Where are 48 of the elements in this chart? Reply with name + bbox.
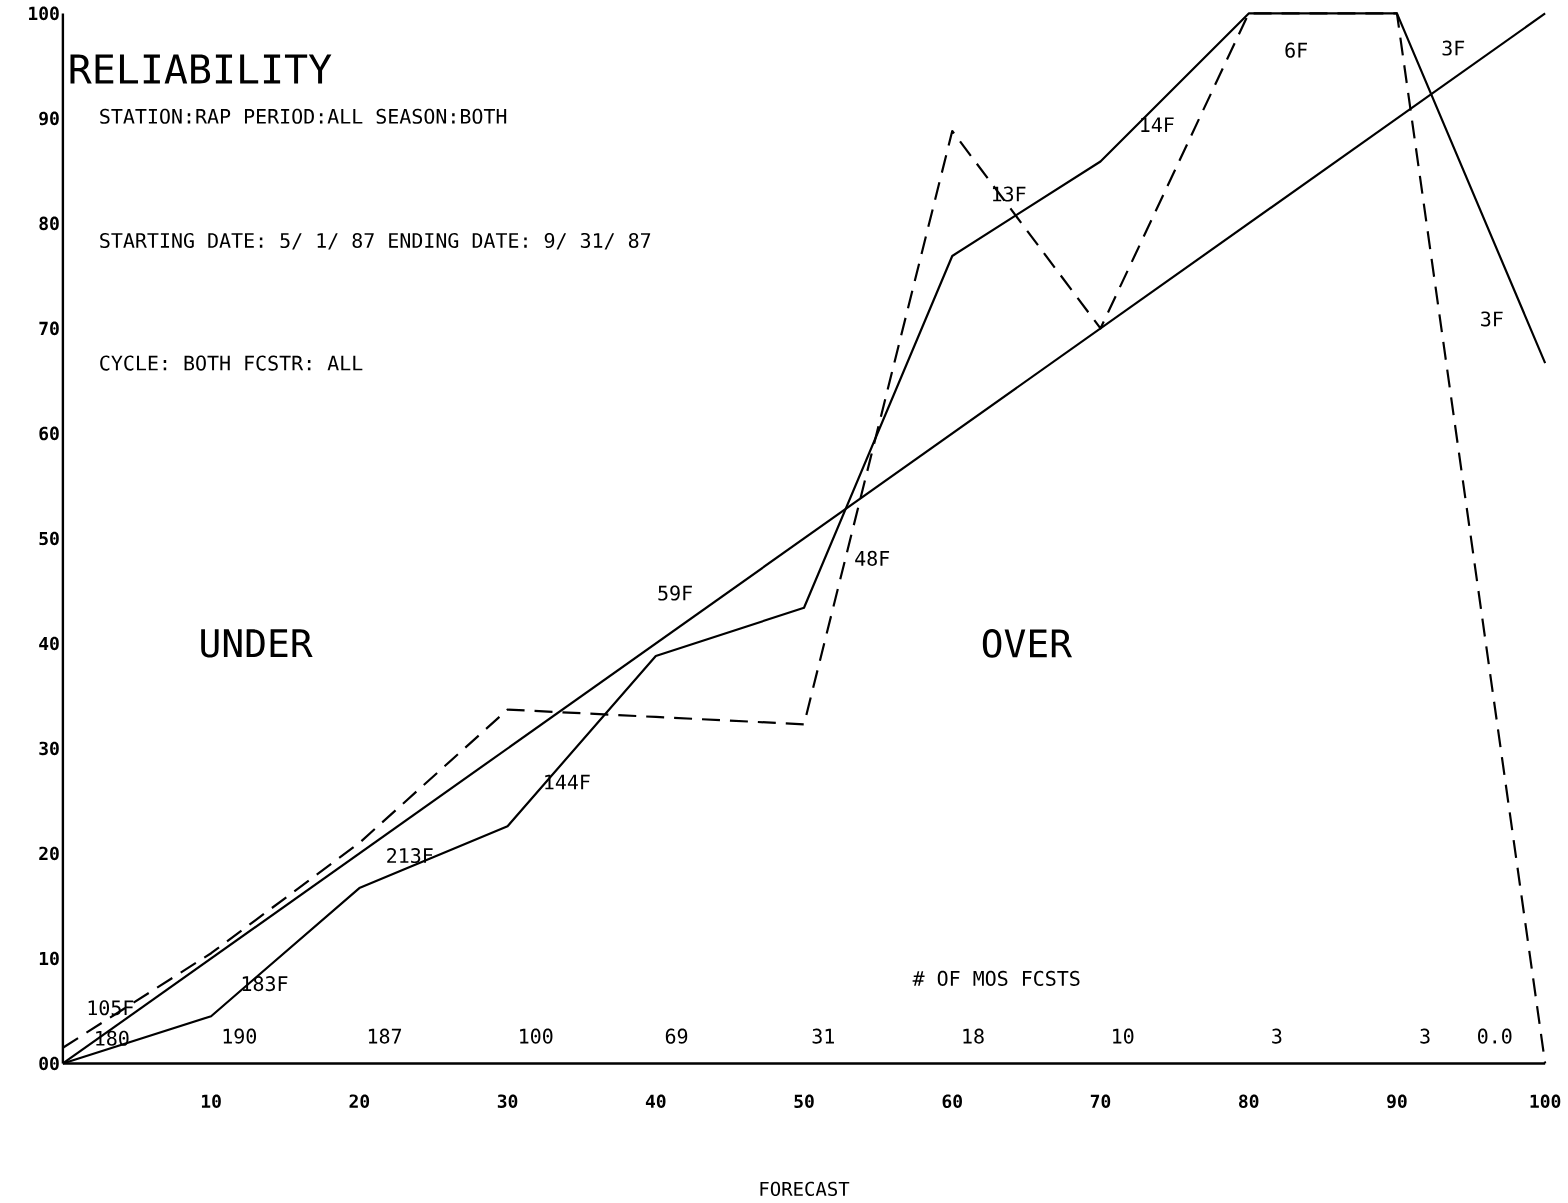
annotation: 69 <box>665 1028 688 1044</box>
x-tick-label: 60 <box>942 1094 962 1109</box>
y-tick-label: 70 <box>39 321 59 336</box>
annotation: CYCLE: BOTH FCSTR: ALL <box>100 355 363 371</box>
x-tick-label: 80 <box>1239 1094 1259 1109</box>
annotation: 144F <box>545 774 590 790</box>
text: RELIABILITY <box>70 54 332 84</box>
annotation: 105F <box>88 1000 134 1016</box>
x-tick-label: 20 <box>349 1094 370 1109</box>
annotation: 0.0 <box>1478 1028 1512 1044</box>
annotation: 3F <box>1442 40 1465 56</box>
x-tick-label: 10 <box>201 1094 221 1109</box>
x-tick-label: 100 <box>1530 1094 1561 1109</box>
x-tick-label: 50 <box>794 1094 814 1109</box>
y-tick-label: 10 <box>39 951 59 966</box>
annotation: OVER <box>982 629 1073 658</box>
y-tick-label: 60 <box>39 426 59 441</box>
annotation: 10 <box>1113 1028 1134 1044</box>
annotation: 190 <box>223 1028 257 1044</box>
x-tick-label: 90 <box>1387 1094 1407 1109</box>
annotation: STATION:RAP PERIOD:ALL SEASON:BOTH <box>100 108 507 125</box>
annotation: 3 <box>1272 1028 1282 1044</box>
y-tick-label: 80 <box>39 216 59 231</box>
y-tick-label: 100 <box>29 6 59 21</box>
annotation: 3 <box>1420 1028 1430 1044</box>
y-tick-label: 00 <box>39 1056 59 1071</box>
annotation: 187 <box>368 1028 402 1044</box>
annotation: 31 <box>812 1028 834 1044</box>
annotation: 213F <box>387 848 433 864</box>
annotation: 14F <box>1141 117 1174 133</box>
annotation: 3F <box>1481 311 1503 327</box>
y-tick-label: 50 <box>39 531 59 546</box>
annotation: # OF MOS FCSTS <box>912 971 1080 987</box>
y-tick-label: 40 <box>39 636 59 651</box>
annotation: 48F <box>855 551 890 567</box>
annotation: 18 <box>963 1028 984 1044</box>
x-tick-label: 40 <box>645 1094 666 1109</box>
annotation: 6F <box>1285 42 1307 58</box>
y-tick-label: 30 <box>39 741 59 756</box>
x-axis-title: FORECAST <box>760 1181 850 1197</box>
y-tick-label: 90 <box>39 111 59 126</box>
annotation: STARTING DATE: 5/ 1/ 87 ENDING DATE: 9/ 31/ 87 <box>100 233 651 250</box>
x-tick-label: 30 <box>497 1094 518 1109</box>
annotation: 59F <box>658 585 692 601</box>
x-tick-label: 70 <box>1090 1094 1111 1109</box>
annotation: UNDER <box>201 629 313 658</box>
y-tick-label: 20 <box>39 846 59 861</box>
annotation: 100 <box>520 1028 553 1044</box>
